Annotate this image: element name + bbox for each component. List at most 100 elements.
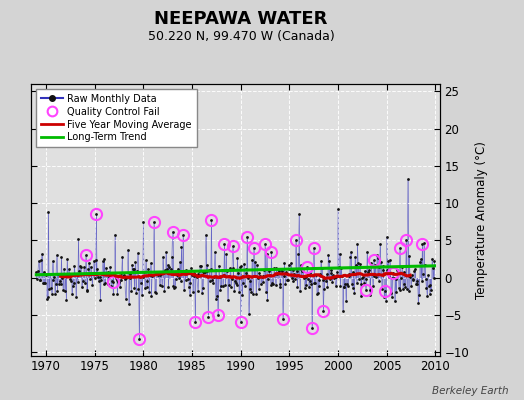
Point: [405, 252, 413, 259]
Point: [205, 267, 213, 274]
Point: [82, 287, 91, 293]
Point: [91, 275, 99, 281]
Point: [420, 240, 428, 246]
Point: [162, 266, 171, 272]
Point: [421, 262, 429, 268]
Point: [39, 268, 48, 275]
Point: [314, 282, 323, 289]
Point: [196, 262, 204, 269]
Point: [376, 241, 384, 248]
Point: [161, 267, 169, 274]
Point: [303, 264, 311, 270]
Point: [124, 247, 132, 254]
Point: [383, 234, 391, 240]
Point: [50, 274, 58, 280]
Point: [126, 275, 135, 281]
Point: [288, 267, 297, 273]
Point: [324, 252, 332, 258]
Point: [236, 264, 244, 271]
Point: [332, 274, 341, 281]
Point: [390, 298, 399, 304]
Point: [365, 287, 374, 294]
Point: [229, 265, 237, 271]
Point: [221, 282, 230, 288]
Point: [325, 258, 333, 264]
Point: [60, 265, 68, 272]
Point: [77, 264, 85, 270]
Point: [182, 266, 191, 273]
Point: [194, 270, 203, 277]
Point: [279, 316, 287, 322]
Point: [321, 275, 329, 281]
Point: [159, 254, 167, 260]
Point: [318, 265, 326, 271]
Point: [214, 312, 222, 318]
Point: [45, 286, 53, 292]
Point: [70, 263, 79, 269]
Point: [269, 281, 277, 288]
Point: [201, 269, 209, 275]
Point: [90, 257, 98, 264]
Text: 50.220 N, 99.470 W (Canada): 50.220 N, 99.470 W (Canada): [148, 30, 334, 43]
Point: [224, 297, 232, 304]
Point: [40, 280, 49, 286]
Point: [427, 287, 435, 293]
Y-axis label: Temperature Anomaly (°C): Temperature Anomaly (°C): [475, 141, 488, 299]
Point: [392, 289, 400, 296]
Point: [119, 273, 127, 279]
Point: [157, 271, 166, 278]
Point: [356, 292, 365, 299]
Point: [409, 277, 418, 284]
Point: [243, 234, 252, 240]
Point: [413, 278, 422, 284]
Point: [238, 292, 246, 298]
Point: [66, 276, 74, 282]
Point: [301, 284, 309, 291]
Point: [415, 292, 423, 298]
Point: [44, 209, 52, 215]
Point: [137, 292, 146, 298]
Point: [79, 271, 88, 277]
Point: [196, 263, 205, 269]
Point: [353, 241, 362, 248]
Point: [408, 276, 417, 282]
Point: [98, 270, 106, 277]
Point: [333, 269, 341, 275]
Point: [417, 277, 425, 284]
Point: [119, 272, 128, 278]
Point: [316, 258, 325, 264]
Point: [430, 258, 439, 264]
Point: [173, 272, 182, 278]
Point: [165, 264, 173, 270]
Point: [233, 255, 242, 261]
Point: [85, 275, 94, 282]
Point: [224, 272, 233, 279]
Point: [353, 280, 361, 286]
Point: [374, 255, 382, 261]
Point: [132, 290, 140, 297]
Point: [246, 277, 255, 284]
Point: [187, 265, 195, 271]
Point: [375, 264, 384, 270]
Point: [105, 274, 114, 280]
Point: [412, 281, 421, 287]
Point: [151, 289, 160, 296]
Point: [56, 278, 64, 284]
Point: [233, 282, 241, 288]
Point: [127, 288, 135, 294]
Point: [128, 266, 137, 272]
Point: [192, 273, 200, 279]
Point: [180, 286, 188, 293]
Point: [294, 251, 302, 258]
Point: [352, 261, 360, 268]
Point: [250, 273, 259, 280]
Point: [111, 231, 119, 238]
Point: [423, 292, 431, 299]
Point: [99, 258, 107, 264]
Point: [369, 283, 377, 289]
Point: [166, 270, 174, 276]
Point: [387, 294, 396, 300]
Point: [322, 278, 330, 284]
Point: [430, 275, 438, 281]
Point: [168, 228, 177, 235]
